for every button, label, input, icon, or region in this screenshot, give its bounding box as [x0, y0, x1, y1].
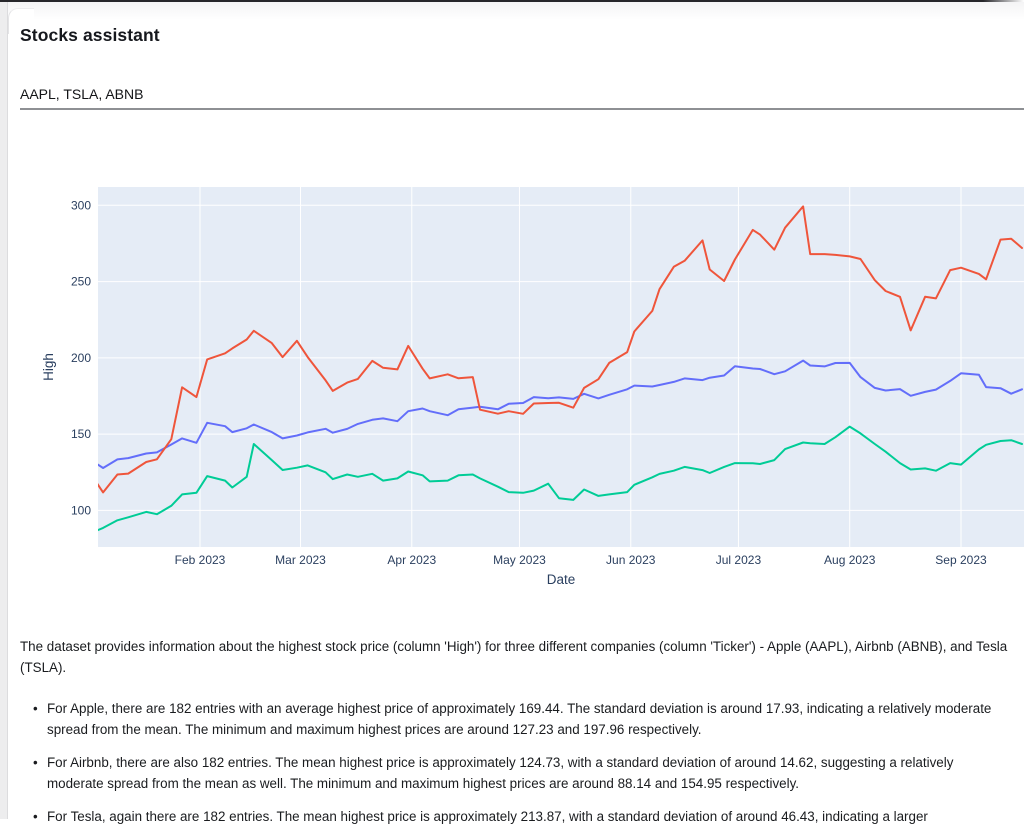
series-line-ABNB[interactable]	[96, 425, 1023, 532]
y-tick-label: 200	[71, 351, 91, 365]
y-tick-label: 150	[71, 427, 91, 441]
y-tick-label: 300	[71, 198, 91, 212]
analysis-intro: The dataset provides information about t…	[20, 639, 1008, 675]
x-tick-label: Aug 2023	[824, 553, 876, 567]
series-line-AAPL[interactable]	[96, 359, 1023, 469]
x-tick-label: Feb 2023	[175, 553, 226, 567]
y-tick-label: 250	[71, 275, 91, 289]
stock-chart-svg[interactable]: Feb 2023 Mar 2023 Apr 2023 May 2023 Jun 2023…	[0, 150, 1024, 605]
analysis-bullet-airbnb: For Airbnb, there are also 182 entries. …	[20, 752, 1012, 794]
analysis-bullets: For Apple, there are 182 entries with an…	[20, 698, 1012, 827]
divider	[20, 108, 1024, 110]
x-axis-title: Date	[547, 572, 576, 587]
x-tick-label: Sep 2023	[935, 553, 987, 567]
panel-corner	[8, 8, 34, 34]
stock-chart[interactable]: Feb 2023 Mar 2023 Apr 2023 May 2023 Jun 2023…	[0, 150, 1024, 605]
top-band	[0, 2, 1024, 20]
x-tick-label: May 2023	[493, 553, 546, 567]
x-tick-label: Jun 2023	[606, 553, 656, 567]
x-tick-label: Apr 2023	[387, 553, 436, 567]
y-axis-title: High	[41, 353, 56, 381]
y-tick-label: 100	[71, 503, 91, 517]
ticker-list: AAPL, TSLA, ABNB	[20, 86, 144, 102]
plot-area	[98, 187, 1024, 547]
left-gutter	[0, 2, 8, 819]
x-tick-label: Mar 2023	[275, 553, 326, 567]
window-top-edge	[0, 0, 1024, 2]
analysis-bullet-tesla: For Tesla, again there are 182 entries. …	[20, 806, 1012, 827]
page-title: Stocks assistant	[20, 25, 160, 45]
x-tick-label: Jul 2023	[716, 553, 762, 567]
analysis-bullet-apple: For Apple, there are 182 entries with an…	[20, 698, 1012, 740]
series-line-TSLA[interactable]	[96, 205, 1023, 494]
analysis-section: The dataset provides information about t…	[20, 636, 1012, 839]
